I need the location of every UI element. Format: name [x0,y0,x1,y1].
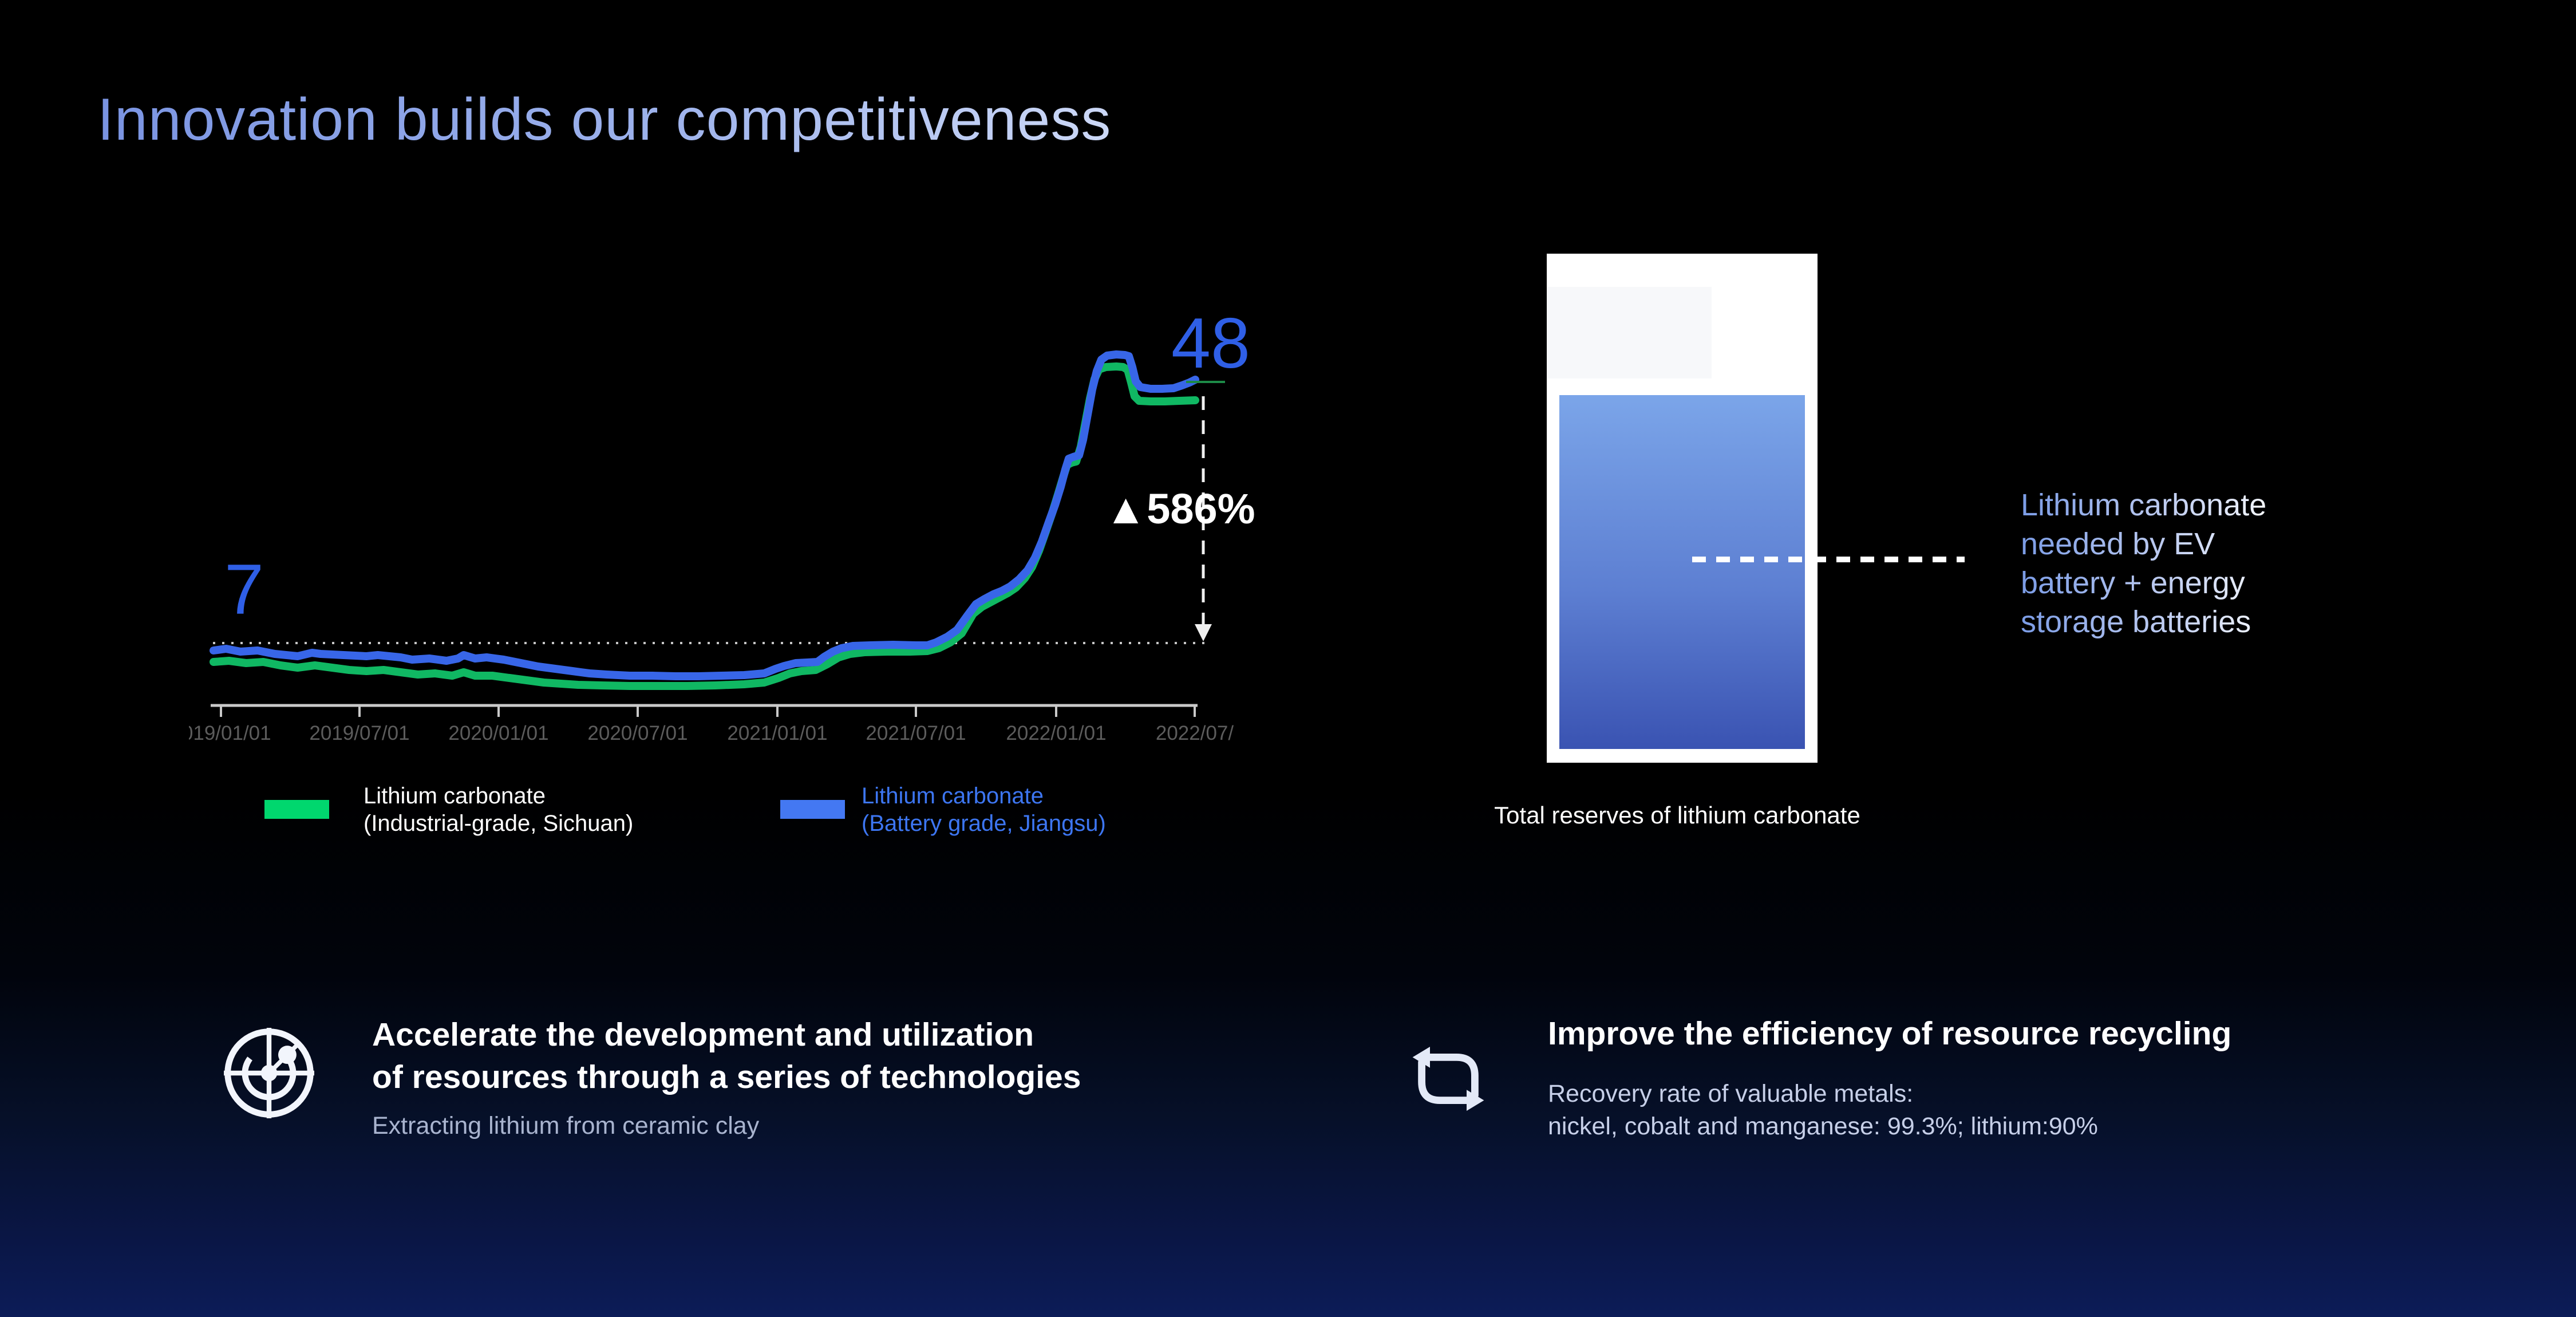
x-tick-label: 2020/07/01 [587,722,688,744]
reserve-pointer-dashed-line [1692,557,1965,562]
reserve-needed-line3: battery + energy [2021,563,2266,602]
page-title: Innovation builds our competitiveness [97,86,1112,153]
legend-label-industrial-line2: (Industrial-grade, Sichuan) [364,811,634,836]
x-tick-label: 2022/01/01 [1006,722,1106,744]
x-tick-label: 2019/07/01 [309,722,409,744]
x-tick-label: 2021/01/01 [727,722,827,744]
legend-label-battery: Lithium carbonate (Battery grade, Jiangs… [862,782,1106,837]
reserve-needed-line4: storage batteries [2021,602,2266,641]
legend-label-battery-line2: (Battery grade, Jiangsu) [862,811,1106,836]
chart-change-label: ▲586% [1105,485,1255,533]
legend-label-industrial-line1: Lithium carbonate [364,783,546,809]
legend-label-battery-line1: Lithium carbonate [862,783,1044,809]
price-line-chart: 2019/01/01 2019/07/01 2020/01/01 2020/07/01… [189,350,1234,744]
initiative-right-subtext-line1: Recovery rate of valuable metals: [1548,1080,1914,1107]
reserve-fill-bar [1559,395,1805,749]
initiative-right-subtext-line2: nickel, cobalt and manganese: 99.3%; lit… [1548,1113,2098,1140]
x-tick-label: 2021/07/01 [866,722,966,744]
reserve-empty-shade [1547,287,1712,378]
chart-end-value: 48 [1171,304,1250,383]
chart-start-value: 7 [224,550,264,629]
initiative-left-heading-line1: Accelerate the development and utilizati… [372,1016,1034,1053]
series-line [210,350,1199,680]
recycle-loop-icon [1412,1047,1484,1111]
x-tick-label: 2019/01/01 [189,722,271,744]
initiative-left-heading-line2: of resources through a series of technol… [372,1059,1081,1095]
change-arrow-head [1195,624,1212,641]
initiative-right-heading: Improve the efficiency of resource recyc… [1548,1015,2232,1052]
reserve-caption: Total reserves of lithium carbonate [1494,802,1860,829]
x-tick-label: 2022/07/ [1156,722,1234,744]
x-tick-label: 2020/01/01 [448,722,548,744]
initiative-left-subtext: Extracting lithium from ceramic clay [372,1112,760,1139]
reserve-needed-line2: needed by EV [2021,525,2266,563]
reserve-needed-label: Lithium carbonate needed by EV battery +… [2021,486,2266,641]
legend-label-industrial: Lithium carbonate (Industrial-grade, Sic… [364,782,633,837]
reserve-needed-line1: Lithium carbonate [2021,486,2266,525]
legend-swatch-industrial [264,800,329,819]
reserve-container [1547,254,1818,763]
legend-swatch-battery [780,800,845,819]
radar-target-icon [224,1028,314,1118]
